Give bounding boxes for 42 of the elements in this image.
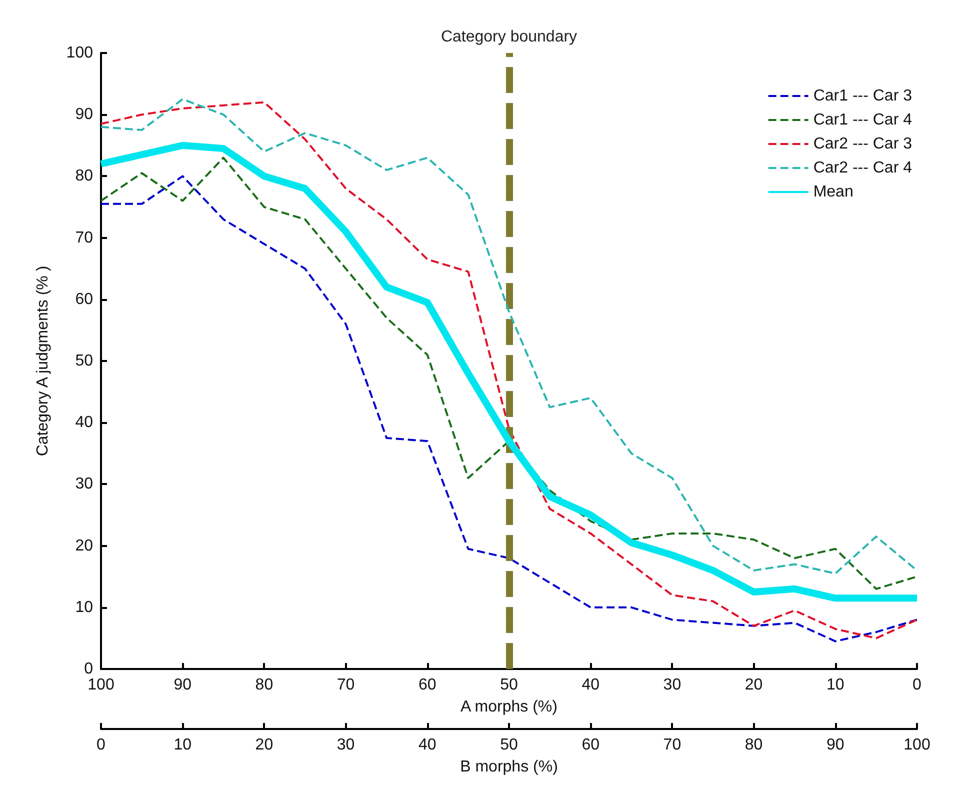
x2-tick-label: 30 <box>336 736 355 754</box>
x2-tick-label: 100 <box>904 736 930 754</box>
x-tick-label: 70 <box>336 676 355 694</box>
x-tick-label: 40 <box>582 676 600 694</box>
x2-tick-label: 10 <box>174 736 192 754</box>
legend-label: Car2 --- Car 3 <box>813 136 912 152</box>
x2-tick-label: 20 <box>255 736 274 754</box>
legend-label: Car2 --- Car 4 <box>813 160 912 176</box>
x2-tick-label: 60 <box>582 736 600 754</box>
x-tick-label: 80 <box>255 676 274 694</box>
y-tick-label: 80 <box>75 168 94 185</box>
y-tick-label: 90 <box>75 106 94 124</box>
legend-label: Mean <box>813 184 854 200</box>
x-tick-label: 30 <box>663 676 682 694</box>
legend-label: Car1 --- Car 4 <box>813 112 912 128</box>
x-tick-label: 60 <box>418 676 436 694</box>
x-tick-label: 90 <box>174 676 192 694</box>
x2-tick-label: 40 <box>418 736 436 754</box>
y-tick-label: 100 <box>66 44 94 62</box>
x-tick-label: 100 <box>88 676 114 694</box>
y-tick-label: 10 <box>75 598 94 616</box>
x2-axis-title: B morphs (%) <box>460 758 558 776</box>
y-tick-label: 50 <box>75 352 94 370</box>
x-tick-label: 10 <box>826 676 844 694</box>
y-axis-title: Category A judgments (% ) <box>34 266 52 456</box>
y-tick-label: 70 <box>75 229 94 246</box>
x2-tick-label: 90 <box>826 736 844 754</box>
y-tick-label: 30 <box>75 476 94 493</box>
x2-tick-label: 70 <box>663 736 682 754</box>
y-tick-label: 40 <box>75 414 94 432</box>
y-tick-label: 60 <box>75 290 94 308</box>
x2-tick-label: 50 <box>500 736 518 754</box>
y-tick-label: 20 <box>75 537 94 554</box>
y-tick-label: 0 <box>84 660 94 678</box>
x2-tick-label: 0 <box>96 736 106 754</box>
legend-label: Car1 --- Car 3 <box>813 88 912 104</box>
ref-line-label: Category boundary <box>440 28 578 46</box>
x2-tick-label: 80 <box>744 736 763 754</box>
x-tick-label: 50 <box>500 676 518 694</box>
x-axis-title: A morphs (%) <box>460 698 558 716</box>
x-tick-label: 0 <box>912 676 922 694</box>
x-tick-label: 20 <box>744 676 763 694</box>
